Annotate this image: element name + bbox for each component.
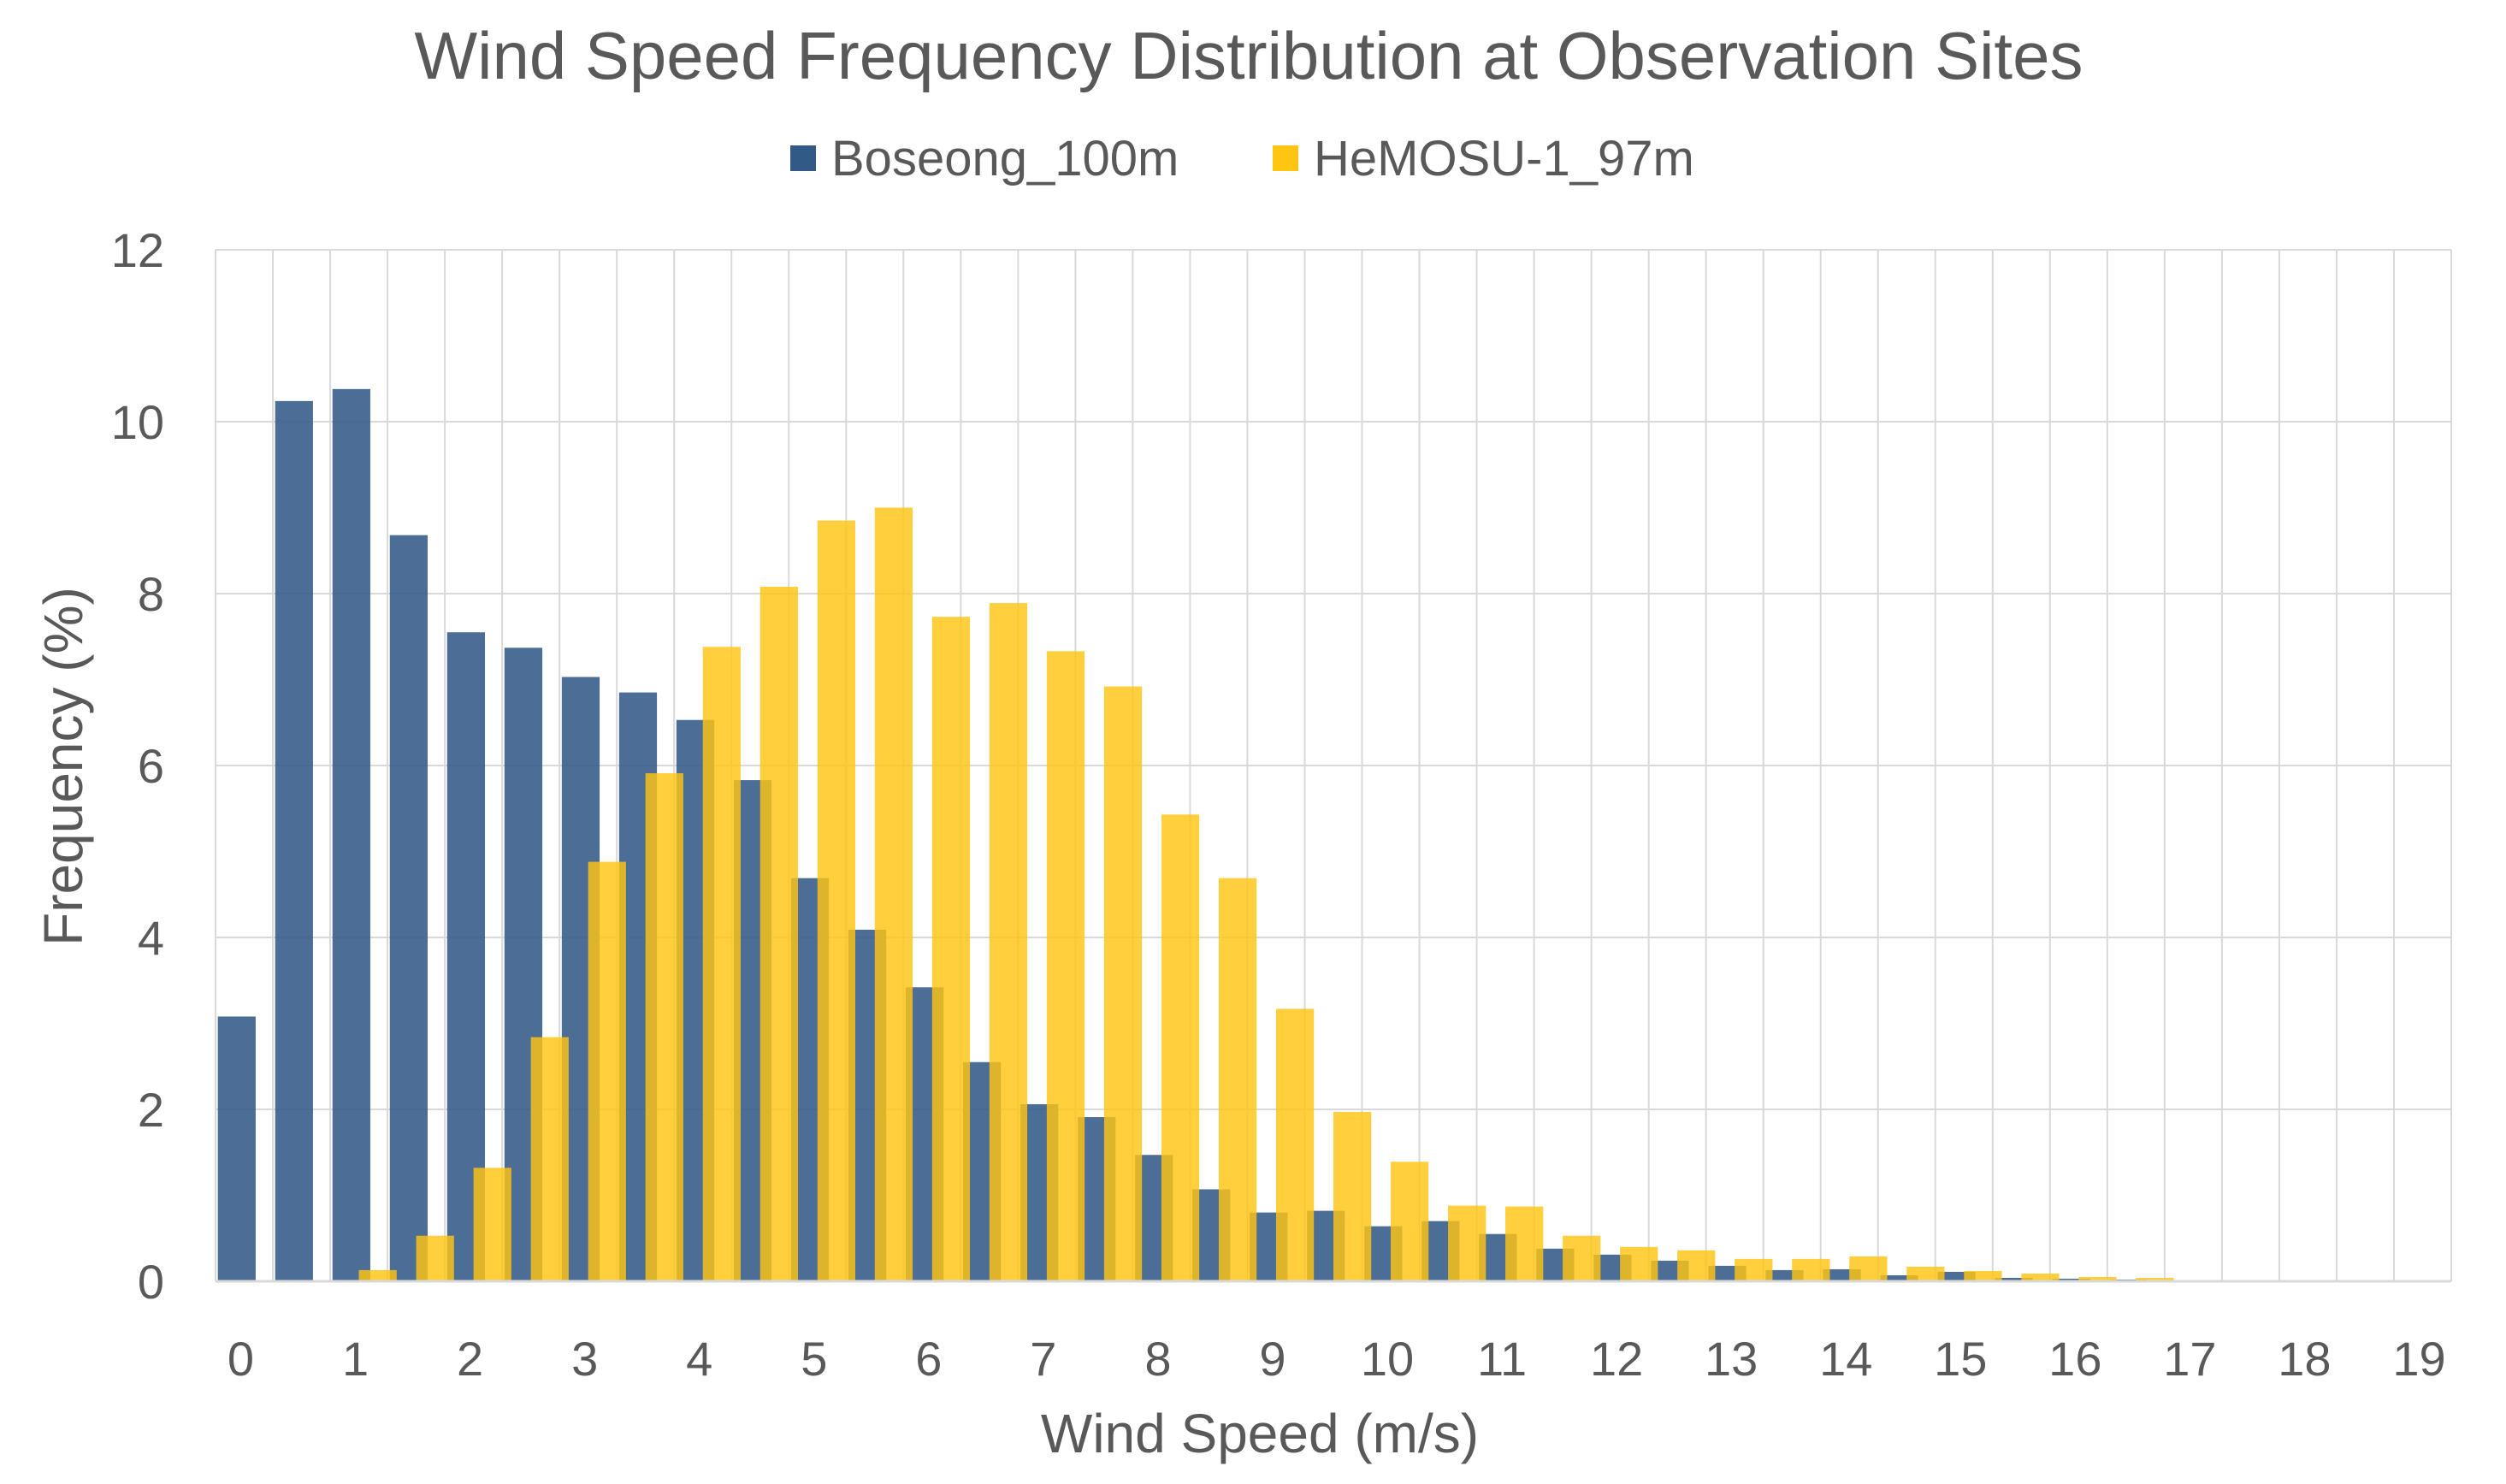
y-tick-label: 2 [138,1083,164,1137]
bar-hemosu [1792,1258,1830,1281]
bar-hemosu [1735,1258,1773,1281]
bar-hemosu [1620,1246,1658,1281]
bar-hemosu [2078,1276,2117,1281]
x-tick-label: 0 [228,1332,254,1386]
x-tick-label: 14 [1819,1332,1872,1386]
bar-hemosu [1906,1266,1945,1281]
bar-hemosu [416,1235,454,1281]
x-tick-label: 6 [915,1332,942,1386]
x-tick-label: 1 [342,1332,369,1386]
bar-hemosu [931,617,971,1281]
bar-hemosu [1563,1235,1601,1281]
bar-boseong [389,535,428,1281]
bar-boseong [275,400,313,1281]
legend-swatch-hemosu [1273,145,1298,171]
x-tick-label: 3 [571,1332,598,1386]
bar-hemosu [817,520,856,1281]
y-tick-label: 0 [138,1255,164,1309]
x-tick-label: 10 [1361,1332,1414,1386]
bar-boseong [1937,1271,1976,1281]
x-tick-label: 9 [1259,1332,1286,1386]
bar-hemosu [1677,1250,1716,1281]
x-tick-label: 18 [2278,1332,2331,1386]
x-tick-label: 2 [457,1332,483,1386]
bar-hemosu [530,1037,569,1281]
y-tick-label: 8 [138,567,164,621]
bar-hemosu [1964,1270,2002,1281]
x-tick-label: 16 [2048,1332,2101,1386]
bar-hemosu [588,861,626,1281]
x-tick-label: 4 [686,1332,712,1386]
legend-swatch-boseong [790,145,816,171]
y-tick-label: 12 [111,223,164,277]
bar-boseong [1880,1274,1918,1281]
bar-hemosu [1505,1206,1544,1281]
bar-hemosu [1103,686,1143,1281]
bar-hemosu [2136,1277,2174,1281]
bar-hemosu [358,1269,397,1281]
x-tick-label: 17 [2163,1332,2216,1386]
bar-hemosu [2021,1273,2060,1281]
bar-hemosu [1333,1112,1372,1281]
bar-hemosu [702,647,741,1281]
y-tick-label: 10 [111,395,164,449]
x-tick-label: 5 [801,1332,827,1386]
y-tick-label: 4 [138,911,164,965]
x-tick-label: 13 [1705,1332,1758,1386]
chart-title: Wind Speed Frequency Distribution at Obs… [415,18,2083,93]
x-tick-label: 15 [1934,1332,1987,1386]
bar-hemosu [473,1168,511,1281]
x-tick-label: 19 [2392,1332,2445,1386]
legend: Boseong_100m HeMOSU-1_97m [790,131,1694,186]
bar-boseong [332,388,370,1281]
bar-hemosu [1218,878,1257,1281]
x-tick-label: 11 [1477,1332,1527,1386]
x-tick-label: 7 [1030,1332,1056,1386]
bar-hemosu [1849,1256,1888,1281]
bar-hemosu [874,507,913,1281]
x-tick-label: 12 [1590,1332,1643,1386]
bar-hemosu [1391,1162,1429,1281]
y-axis-label: Frequency (%) [33,587,94,946]
bar-boseong [2052,1278,2090,1281]
y-tick-label: 6 [138,739,164,793]
legend-label-hemosu: HeMOSU-1_97m [1314,131,1694,186]
bar-hemosu [645,773,683,1281]
bar-boseong [1995,1277,2033,1281]
bar-hemosu [759,586,798,1281]
bars [217,388,2289,1281]
bar-boseong [217,1016,256,1281]
x-axis-label: Wind Speed (m/s) [1041,1403,1479,1464]
bar-hemosu [1275,1008,1315,1281]
x-tick-label: 8 [1144,1332,1171,1386]
bar-hemosu [1161,814,1200,1281]
bar-hemosu [989,603,1028,1281]
legend-label-boseong: Boseong_100m [831,131,1179,186]
bar-hemosu [1448,1205,1486,1281]
bar-hemosu [1046,651,1085,1281]
